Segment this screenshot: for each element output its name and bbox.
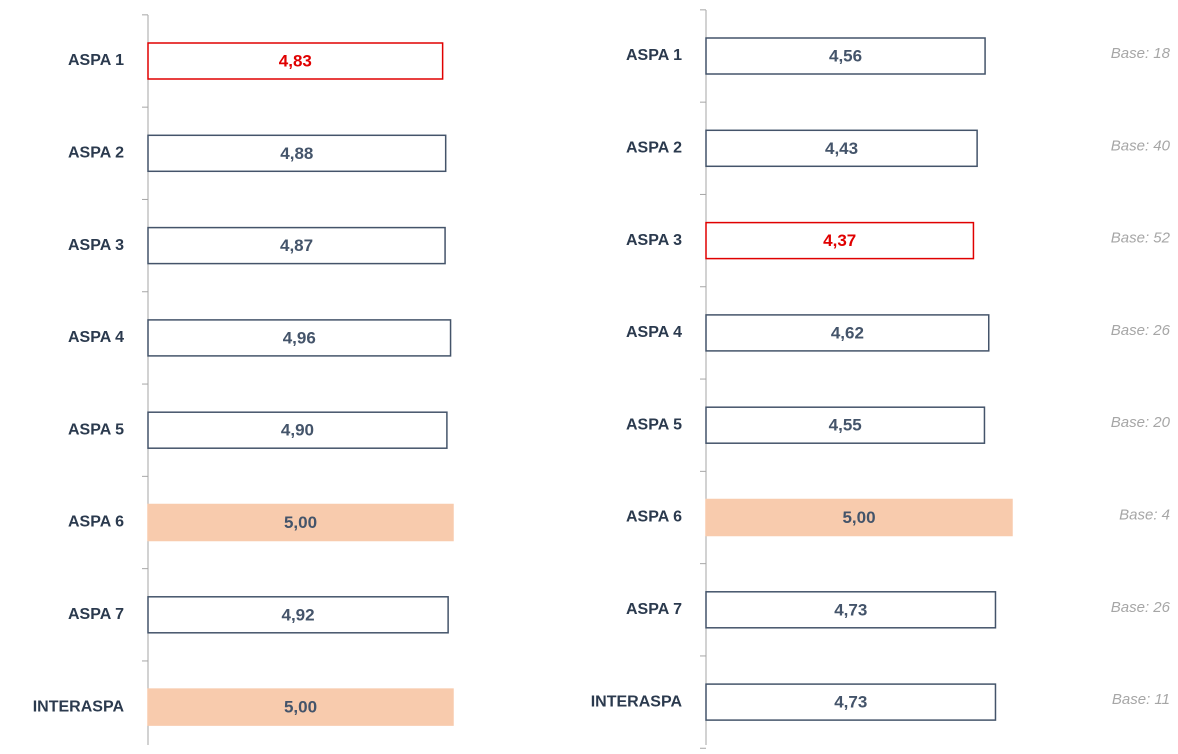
bar (705, 129, 978, 168)
category-label: ASPA 6 (68, 514, 124, 531)
category-label: ASPA 7 (626, 601, 682, 618)
category-label: ASPA 3 (626, 232, 682, 249)
bar (147, 226, 446, 265)
value-label: 4,37 (823, 231, 856, 250)
category-label: ASPA 2 (68, 145, 124, 162)
category-label: INTERASPA (591, 693, 683, 710)
value-label: 4,62 (831, 323, 864, 342)
bar (147, 411, 448, 449)
base-label: Base: 20 (1111, 414, 1171, 431)
category-label: ASPA 7 (68, 606, 124, 623)
base-label: Base: 18 (1111, 45, 1171, 62)
bar (705, 406, 986, 444)
value-label: 5,00 (284, 698, 317, 717)
category-label: ASPA 5 (68, 421, 124, 438)
value-label: 5,00 (842, 508, 875, 527)
value-label: 4,73 (834, 600, 867, 619)
category-label: ASPA 4 (626, 324, 682, 341)
category-label: ASPA 4 (68, 329, 124, 346)
value-label: 4,55 (829, 416, 862, 435)
category-label: ASPA 1 (626, 47, 682, 64)
value-label: 4,92 (282, 605, 315, 624)
category-label: ASPA 6 (626, 509, 682, 526)
value-label: 4,73 (834, 693, 867, 712)
bar (147, 503, 454, 542)
category-label: ASPA 2 (626, 140, 682, 157)
value-label: 4,56 (829, 46, 862, 65)
bar (147, 319, 452, 357)
base-label: Base: 11 (1112, 691, 1170, 708)
bar (705, 37, 986, 75)
value-label: 4,88 (280, 144, 313, 163)
bar (705, 498, 1013, 537)
category-label: ASPA 5 (626, 416, 682, 433)
category-label: ASPA 3 (68, 237, 124, 254)
value-label: 4,83 (279, 51, 312, 70)
category-label: INTERASPA (33, 698, 125, 715)
base-label: Base: 26 (1111, 322, 1171, 339)
bar (705, 591, 997, 629)
base-label: Base: 26 (1111, 599, 1171, 616)
value-label: 4,96 (283, 328, 316, 347)
bar (147, 42, 444, 80)
base-label: Base: 52 (1111, 230, 1171, 247)
bar (705, 683, 997, 721)
bar (705, 221, 975, 260)
bar (705, 314, 990, 352)
bar (147, 596, 449, 634)
value-label: 4,90 (281, 421, 314, 440)
bar (147, 134, 447, 173)
category-label: ASPA 1 (68, 52, 124, 69)
value-label: 5,00 (284, 513, 317, 532)
base-label: Base: 40 (1111, 137, 1171, 154)
value-label: 4,43 (825, 139, 858, 158)
bar (147, 688, 454, 726)
value-label: 4,87 (280, 236, 313, 255)
base-label: Base: 4 (1119, 506, 1170, 523)
